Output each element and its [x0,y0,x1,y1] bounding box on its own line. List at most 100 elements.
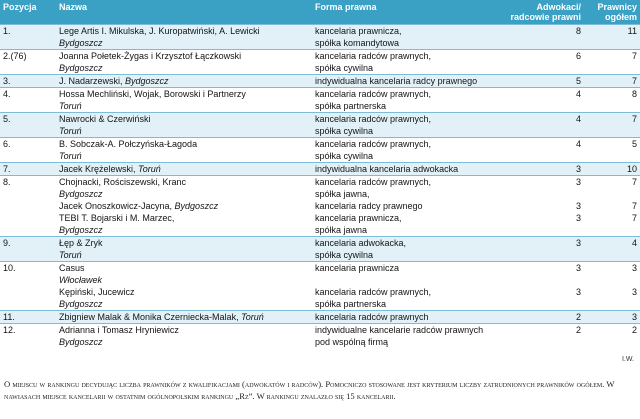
cell-total: 7 [584,200,640,212]
cell-lawyers: 3 [500,212,584,224]
cell-lawyers: 4 [500,112,584,125]
firm-name: Adrianna i Tomasz Hryniewicz [59,325,179,335]
cell-total: 11 [584,24,640,37]
cell-total [584,188,640,200]
cell-name: Toruń [56,125,312,138]
cell-form: kancelaria prawnicza [312,261,500,274]
firm-city: Toruń [59,101,82,111]
cell-name: Łęp & Zryk [56,236,312,249]
firm-city: Toruń [241,312,264,322]
firm-city: Bydgoszcz [174,201,219,211]
cell-total: 7 [584,212,640,224]
cell-name: Zbigniew Malak & Monika Czerniecka-Malak… [56,310,312,324]
table-row: 7. Jacek Krężelewski, Toruń indywidualna k… [0,162,640,176]
table-body: 1. Lege Artis I. Mikulska, J. Kuropatwińs… [0,24,640,348]
cell-position: 11. [0,310,56,324]
cell-position [0,298,56,311]
firm-name: J. Nadarzewski, [59,76,126,86]
cell-lawyers [500,37,584,50]
firm-city: Toruń [59,151,82,161]
table-row: Toruń spółka cywilna [0,249,640,262]
cell-position [0,274,56,286]
cell-form: spółka cywilna [312,249,500,262]
table-row: Jacek Onoszkowicz-Jacyna, Bydgoszcz kance… [0,200,640,212]
cell-form: kancelaria radców prawnych, [312,112,500,125]
cell-name: Nawrocki & Czerwiński [56,112,312,125]
firm-city: Bydgoszcz [59,225,103,235]
cell-total: 7 [584,175,640,188]
table-row: 9. Łęp & Zryk kancelaria adwokacka, 3 4 [0,236,640,249]
cell-position: 8. [0,175,56,188]
cell-lawyers [500,100,584,113]
cell-lawyers [500,188,584,200]
firm-city: Bydgoszcz [59,38,103,48]
table-row: Toruń spółka cywilna [0,125,640,138]
table-row: 3. J. Nadarzewski, Bydgoszcz indywidualna … [0,74,640,88]
cell-position [0,212,56,224]
cell-lawyers: 2 [500,323,584,336]
firm-city: Toruń [59,250,82,260]
cell-position: 4. [0,87,56,100]
cell-form: spółka cywilna [312,125,500,138]
cell-position [0,62,56,75]
cell-form: kancelaria radców prawnych, [312,175,500,188]
cell-lawyers [500,224,584,237]
header-row: Pozycja Nazwa Forma prawna Adwokaci/ rad… [0,0,640,25]
cell-lawyers: 4 [500,87,584,100]
table-row: 6. B. Sobczak-A. Połczyńska-Łagoda kancela… [0,137,640,150]
cell-lawyers: 2 [500,310,584,324]
cell-lawyers: 6 [500,49,584,62]
table-row: Toruń spółka cywilna [0,150,640,163]
cell-position [0,125,56,138]
cell-total [584,298,640,311]
cell-name: Hossa Mechliński, Wojak, Borowski i Part… [56,87,312,100]
firm-city: Toruń [138,164,161,174]
cell-form: spółka cywilna [312,150,500,163]
table-row: 11. Zbigniew Malak & Monika Czerniecka-Ma… [0,310,640,324]
cell-position [0,37,56,50]
firm-city: Bydgoszcz [59,63,103,73]
firm-city: Toruń [59,126,82,136]
corner-note: I.W. [621,356,634,363]
firm-city: Bydgoszcz [59,189,103,199]
firm-city: Bydgoszcz [125,76,169,86]
table-row: Bydgoszcz spółka jawna, [0,188,640,200]
cell-total [584,336,640,348]
cell-position: 10. [0,261,56,274]
firm-name: Nawrocki & Czerwiński [59,114,151,124]
cell-lawyers [500,62,584,75]
cell-form: spółka jawna [312,224,500,237]
cell-lawyers [500,249,584,262]
table-row: TEBI T. Bojarski i M. Marzec, kancelaria … [0,212,640,224]
firm-name: Jacek Krężelewski, [59,164,139,174]
cell-position [0,200,56,212]
cell-name: Bydgoszcz [56,188,312,200]
cell-position [0,336,56,348]
cell-total [584,150,640,163]
cell-lawyers: 3 [500,162,584,176]
cell-lawyers [500,274,584,286]
cell-name: Joanna Połetek-Żygas i Krzysztof Łączkow… [56,49,312,62]
cell-lawyers [500,150,584,163]
table-row: 1. Lege Artis I. Mikulska, J. Kuropatwińs… [0,24,640,37]
cell-name: Lege Artis I. Mikulska, J. Kuropatwiński… [56,24,312,37]
firm-name: Hossa Mechliński, Wojak, Borowski i Part… [59,89,246,99]
table-row: 8. Chojnacki, Rościszewski, Kranc kancelar… [0,175,640,188]
cell-position: 6. [0,137,56,150]
firm-name: Casus [59,263,85,273]
cell-total [584,100,640,113]
cell-position: 2.(76) [0,49,56,62]
cell-form: kancelaria radców prawnych, [312,137,500,150]
firm-name: Joanna Połetek-Żygas i Krzysztof Łączkow… [59,51,242,61]
cell-form: kancelaria radców prawnych [312,310,500,324]
cell-total [584,249,640,262]
table-row: Włocławek [0,274,640,286]
cell-form: kancelaria adwokacka, [312,236,500,249]
cell-name: Jacek Krężelewski, Toruń [56,162,312,176]
cell-form: spółka partnerska [312,100,500,113]
firm-name: Jacek Onoszkowicz-Jacyna, [59,201,175,211]
cell-name: Bydgoszcz [56,298,312,311]
header-form: Forma prawna [312,0,500,25]
cell-total: 8 [584,87,640,100]
cell-total: 4 [584,236,640,249]
